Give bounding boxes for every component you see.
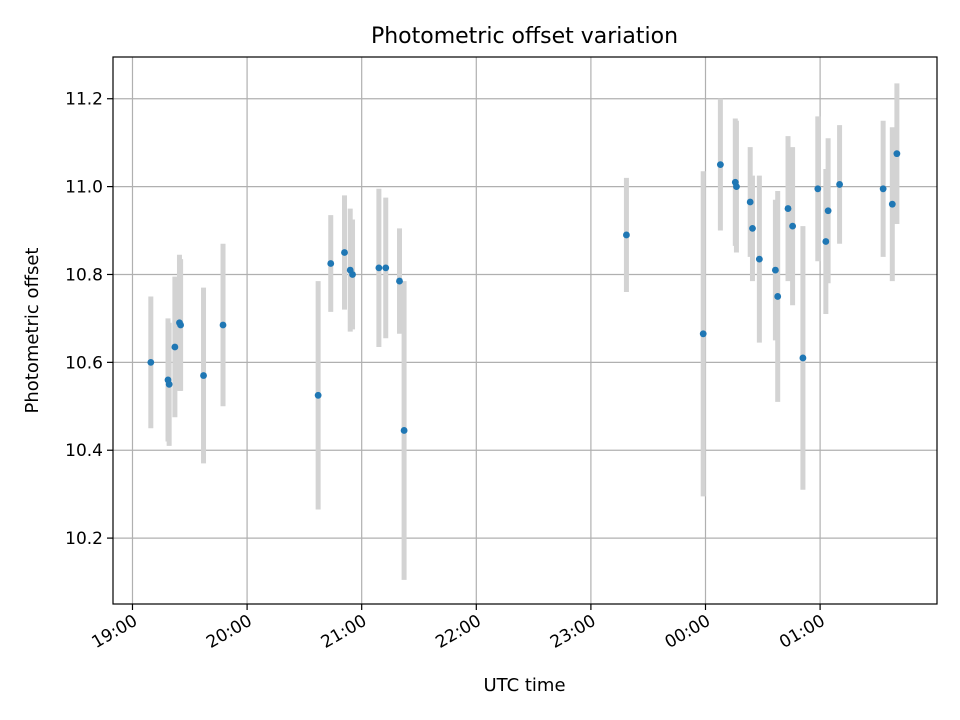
data-point bbox=[879, 185, 887, 193]
data-point bbox=[396, 277, 403, 285]
data-point bbox=[716, 161, 724, 169]
grid bbox=[113, 57, 937, 604]
data-point bbox=[341, 249, 348, 256]
data-point bbox=[822, 238, 830, 245]
data-point bbox=[746, 198, 754, 206]
data-point bbox=[814, 185, 822, 193]
data-point bbox=[375, 264, 383, 272]
chart-title: Photometric offset variation bbox=[371, 24, 678, 49]
y-tick-label: 10.4 bbox=[65, 441, 103, 461]
y-tick-label: 11.2 bbox=[65, 90, 103, 110]
data-point bbox=[349, 271, 356, 278]
y-tick-label: 11.0 bbox=[65, 178, 103, 198]
x-axis-label: UTC time bbox=[483, 675, 565, 696]
data-point bbox=[177, 321, 185, 329]
data-points bbox=[147, 150, 901, 434]
data-point bbox=[165, 380, 173, 388]
data-point bbox=[772, 266, 779, 274]
y-tick-label: 10.8 bbox=[65, 265, 103, 285]
data-point bbox=[824, 207, 832, 215]
data-point bbox=[836, 181, 843, 188]
data-point bbox=[774, 293, 782, 300]
data-point bbox=[749, 224, 756, 232]
plot-frame bbox=[112, 56, 938, 605]
data-point bbox=[219, 321, 227, 329]
data-point bbox=[314, 391, 322, 399]
data-point bbox=[784, 205, 792, 212]
y-tick-label: 10.2 bbox=[65, 529, 103, 549]
data-point bbox=[327, 260, 335, 267]
y-axis-label: Photometric offset bbox=[22, 248, 43, 414]
data-point bbox=[200, 372, 207, 379]
data-point bbox=[400, 427, 408, 434]
data-point bbox=[699, 330, 707, 338]
data-point bbox=[733, 183, 740, 191]
data-point bbox=[888, 200, 896, 208]
data-point bbox=[755, 255, 763, 263]
data-point bbox=[147, 358, 155, 366]
data-point bbox=[382, 264, 390, 272]
data-point bbox=[893, 150, 901, 158]
data-point bbox=[623, 231, 630, 239]
data-point bbox=[171, 343, 179, 351]
data-point bbox=[799, 354, 807, 362]
data-point bbox=[789, 222, 796, 230]
y-tick-label: 10.6 bbox=[65, 353, 103, 373]
